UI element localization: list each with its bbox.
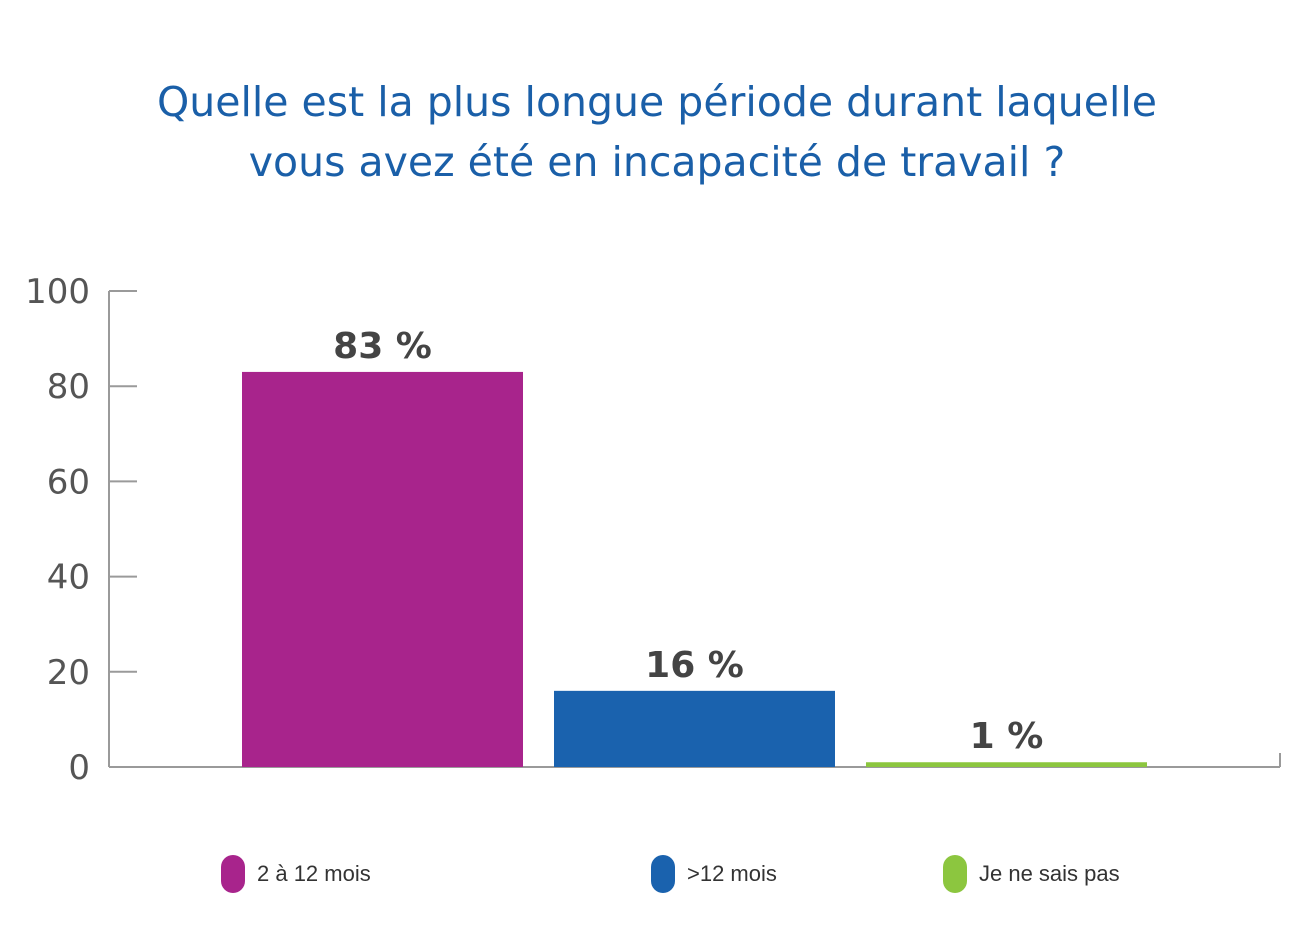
data-label-1: 16 % [645, 645, 744, 686]
chart-title-line-2: vous avez été en incapacité de travail ? [248, 138, 1066, 186]
legend-item-0: 2 à 12 mois [221, 855, 371, 893]
legend-label-0: 2 à 12 mois [257, 861, 371, 886]
legend-item-1: >12 mois [651, 855, 777, 893]
y-tick-label-40: 40 [47, 558, 90, 598]
chart-title: Quelle est la plus longue période durant… [0, 72, 1314, 192]
y-tick-label-100: 100 [25, 272, 90, 312]
y-tick-label-60: 60 [47, 462, 90, 502]
data-label-2: 1 % [970, 716, 1044, 757]
data-label-0: 83 % [333, 326, 432, 367]
bar-1 [554, 690, 835, 767]
y-tick-label-0: 0 [68, 748, 90, 788]
legend-swatch-2 [943, 855, 967, 893]
legend-item-2: Je ne sais pas [943, 855, 1120, 893]
legend-swatch-1 [651, 855, 675, 893]
y-tick-label-20: 20 [47, 653, 90, 693]
legend-label-1: >12 mois [687, 861, 777, 886]
y-tick-label-80: 80 [47, 367, 90, 407]
bar-2 [866, 762, 1147, 767]
chart-axes: 0 20 40 60 80 100 [25, 272, 1281, 788]
legend-swatch-0 [221, 855, 245, 893]
chart-title-line-1: Quelle est la plus longue période durant… [157, 78, 1157, 126]
bar-0 [242, 371, 523, 767]
chart-bars [242, 371, 1147, 767]
chart-data-labels: 83 % 16 % 1 % [333, 326, 1043, 757]
legend-label-2: Je ne sais pas [979, 861, 1120, 886]
